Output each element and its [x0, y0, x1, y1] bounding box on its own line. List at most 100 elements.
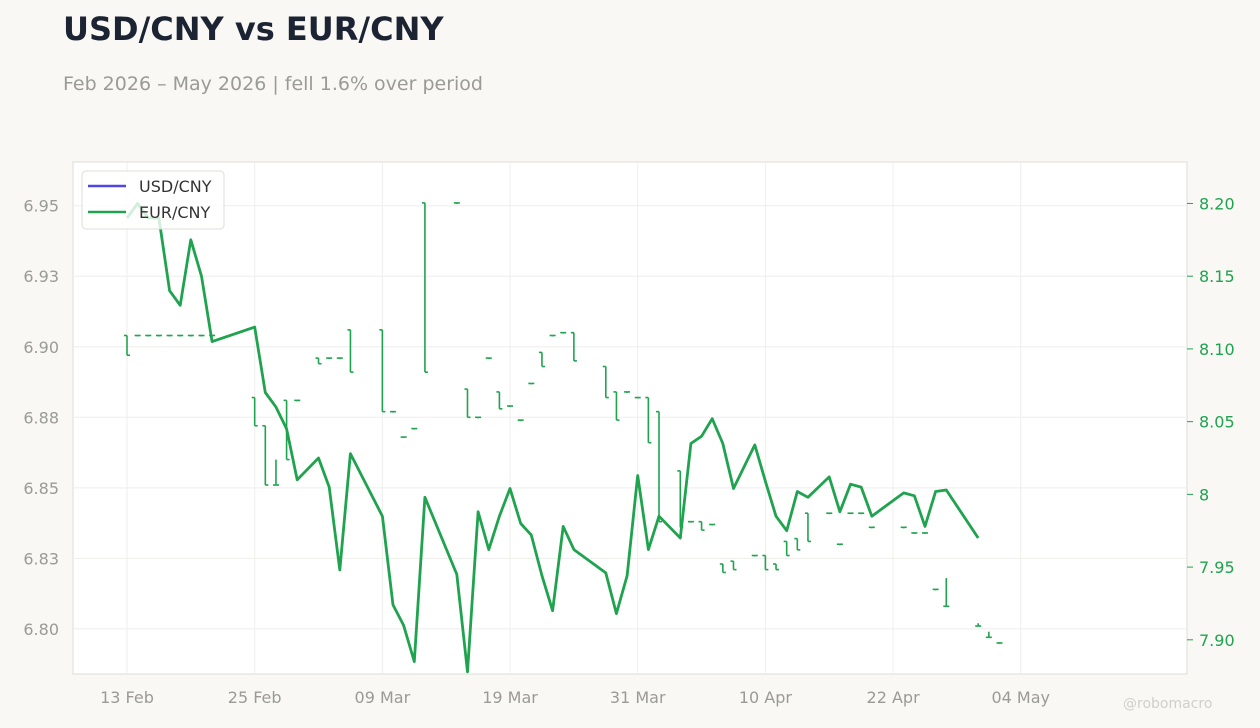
- legend-usd-label: USD/CNY: [139, 177, 212, 196]
- usd-cny-bar: [687, 520, 694, 523]
- usd-cny-bar: [251, 396, 258, 427]
- usd-cny-bar: [315, 357, 322, 365]
- usd-cny-bar: [773, 563, 780, 571]
- usd-cny-bar: [475, 416, 482, 419]
- usd-cny-bar: [549, 334, 556, 337]
- x-tick-label: 13 Feb: [100, 688, 154, 707]
- usd-cny-bar: [826, 512, 833, 515]
- usd-cny-bar: [836, 543, 843, 546]
- right-tick-label: 8.10: [1199, 340, 1235, 359]
- usd-cny-bar: [794, 537, 801, 551]
- usd-cny-bar: [624, 391, 631, 393]
- usd-cny-bar: [911, 532, 918, 534]
- right-tick-label: 8: [1199, 485, 1209, 504]
- right-tick-label: 7.95: [1199, 558, 1235, 577]
- watermark: @robomacro: [1123, 696, 1213, 712]
- right-tick-label: 7.90: [1199, 631, 1235, 650]
- usd-cny-bar: [326, 357, 333, 360]
- x-tick-label: 19 Mar: [482, 688, 538, 707]
- left-tick-label: 6.85: [23, 479, 59, 498]
- usd-cny-bar: [985, 631, 992, 639]
- left-tick-label: 6.93: [23, 267, 59, 286]
- usd-cny-bar: [570, 331, 577, 362]
- usd-cny-bar: [464, 388, 471, 419]
- usd-cny-bar: [336, 357, 343, 360]
- usd-cny-bar: [262, 424, 269, 486]
- grid-lines: [73, 162, 1187, 674]
- usd-cny-bar: [390, 410, 396, 413]
- usd-cny-bar: [868, 526, 875, 529]
- left-tick-label: 6.80: [23, 620, 59, 639]
- usd-cny-bar: [453, 202, 460, 204]
- left-tick-label: 6.95: [23, 197, 59, 216]
- usd-cny-bar: [698, 520, 705, 531]
- usd-cny-bar: [517, 419, 524, 422]
- usd-cny-bar: [400, 436, 407, 439]
- right-tick-label: 8.15: [1199, 267, 1235, 286]
- eur-cny-series: [125, 202, 980, 674]
- eur-cny-line: [125, 202, 980, 674]
- usd-cny-bar: [347, 329, 354, 373]
- usd-cny-bar: [922, 532, 928, 534]
- usd-cny-bar: [166, 334, 173, 337]
- usd-cny-bar: [613, 391, 620, 421]
- usd-cny-bar: [538, 351, 545, 368]
- usd-cny-bar: [900, 526, 907, 529]
- usd-cny-bar: [145, 334, 152, 337]
- usd-cny-bar: [709, 523, 716, 526]
- chart-subtitle: Feb 2026 – May 2026 | fell 1.6% over per…: [63, 73, 483, 95]
- usd-cny-bar: [379, 329, 386, 413]
- usd-cny-bar: [932, 588, 939, 591]
- usd-cny-bar: [187, 334, 194, 337]
- x-tick-label: 10 Apr: [739, 688, 793, 707]
- usd-cny-bar: [155, 334, 162, 337]
- x-tick-label: 22 Apr: [867, 688, 921, 707]
- usd-cny-bar: [560, 331, 567, 334]
- usd-cny-bar: [751, 554, 758, 557]
- usd-cny-bar: [783, 540, 790, 557]
- usd-cny-bar: [507, 405, 514, 408]
- legend-eur-label: EUR/CNY: [139, 203, 210, 222]
- right-tick-label: 8.05: [1199, 413, 1235, 432]
- left-tick-label: 6.90: [23, 338, 59, 357]
- right-axis: 7.90 7.95 8 8.05 8.10 8.15 8.20: [1187, 194, 1235, 650]
- usd-cny-bar: [645, 396, 652, 444]
- usd-cny-bar: [656, 410, 662, 523]
- usd-cny-bar: [134, 334, 141, 337]
- usd-cny-bar: [730, 560, 737, 571]
- usd-cny-bar: [996, 642, 1003, 644]
- usd-cny-bar: [124, 334, 130, 357]
- usd-cny-bar: [602, 365, 609, 399]
- usd-cny-series: [124, 202, 1003, 644]
- usd-cny-bar: [294, 399, 301, 402]
- chart-title: USD/CNY vs EUR/CNY: [63, 10, 444, 48]
- x-tick-label: 31 Mar: [610, 688, 666, 707]
- usd-cny-bar: [528, 382, 535, 385]
- x-tick-label: 25 Feb: [228, 688, 282, 707]
- right-tick-label: 8.20: [1199, 194, 1235, 213]
- usd-cny-bar: [858, 512, 865, 515]
- usd-cny-bar: [804, 512, 811, 543]
- plot-area: [72, 161, 1188, 675]
- x-axis: 13 Feb 25 Feb 09 Mar 19 Mar 31 Mar 10 Apr 22 A…: [100, 688, 1050, 707]
- usd-cny-bar: [411, 427, 418, 430]
- usd-cny-bar: [272, 459, 279, 486]
- usd-cny-bar: [975, 623, 982, 627]
- usd-cny-bar: [421, 202, 428, 373]
- usd-cny-bar: [943, 578, 950, 608]
- left-tick-label: 6.88: [23, 408, 59, 427]
- usd-cny-bar: [496, 391, 503, 410]
- usd-cny-bar: [177, 334, 184, 337]
- left-tick-label: 6.83: [23, 549, 59, 568]
- usd-cny-bar: [634, 396, 641, 399]
- usd-cny-bar: [485, 357, 492, 360]
- x-tick-label: 04 May: [991, 688, 1050, 707]
- x-tick-label: 09 Mar: [355, 688, 411, 707]
- legend: USD/CNY EUR/CNY: [81, 170, 225, 230]
- left-axis: 6.80 6.83 6.85 6.88 6.90 6.93 6.95: [23, 197, 59, 639]
- usd-cny-bar: [847, 512, 854, 515]
- usd-cny-bar: [198, 334, 205, 337]
- usd-cny-bar: [719, 563, 726, 574]
- usd-cny-bar: [762, 554, 769, 571]
